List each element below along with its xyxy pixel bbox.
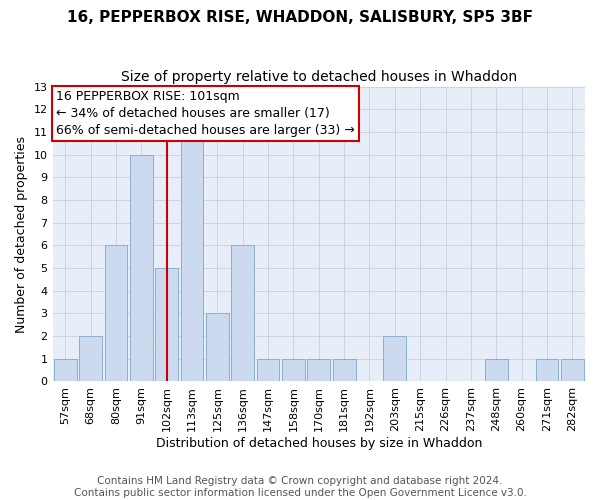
Bar (79, 336, 102, 382)
Bar (282, 359, 305, 382)
Text: 16, PEPPERBOX RISE, WHADDON, SALISBURY, SP5 3BF: 16, PEPPERBOX RISE, WHADDON, SALISBURY, … (67, 10, 533, 25)
Bar (383, 336, 406, 382)
Bar (104, 246, 127, 382)
Title: Size of property relative to detached houses in Whaddon: Size of property relative to detached ho… (121, 70, 517, 84)
Bar (561, 359, 584, 382)
Text: Contains HM Land Registry data © Crown copyright and database right 2024.
Contai: Contains HM Land Registry data © Crown c… (74, 476, 526, 498)
Bar (257, 359, 280, 382)
Bar (206, 314, 229, 382)
Text: 16 PEPPERBOX RISE: 101sqm
← 34% of detached houses are smaller (17)
66% of semi-: 16 PEPPERBOX RISE: 101sqm ← 34% of detac… (56, 90, 355, 137)
Bar (333, 359, 356, 382)
Bar (155, 268, 178, 382)
Bar (54, 359, 77, 382)
Bar (485, 359, 508, 382)
X-axis label: Distribution of detached houses by size in Whaddon: Distribution of detached houses by size … (155, 437, 482, 450)
Bar (536, 359, 559, 382)
Bar (130, 154, 152, 382)
Bar (181, 132, 203, 382)
Bar (231, 246, 254, 382)
Bar (307, 359, 330, 382)
Y-axis label: Number of detached properties: Number of detached properties (15, 136, 28, 332)
